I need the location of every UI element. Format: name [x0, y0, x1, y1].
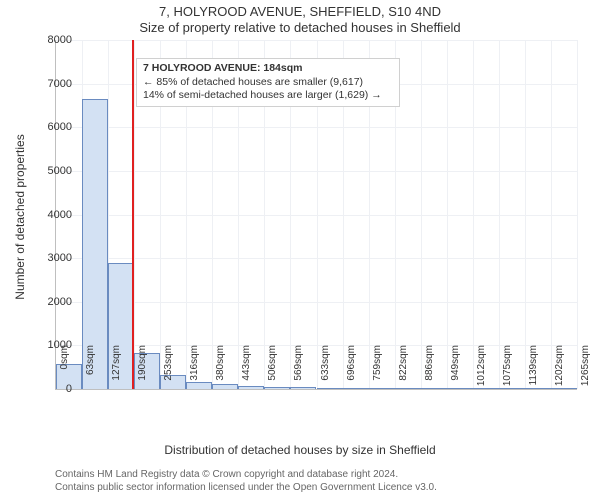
x-tick-label: 1012sqm: [476, 345, 487, 395]
x-tick-label: 1202sqm: [554, 345, 565, 395]
y-tick-label: 8000: [32, 34, 72, 46]
y-tick-label: 6000: [32, 121, 72, 133]
x-tick-label: 633sqm: [320, 345, 331, 395]
x-axis-label: Distribution of detached houses by size …: [0, 443, 600, 457]
y-tick-label: 4000: [32, 209, 72, 221]
x-tick-label: 759sqm: [372, 345, 383, 395]
x-tick-label: 127sqm: [111, 345, 122, 395]
annotation-line: 14% of semi-detached houses are larger (…: [143, 89, 393, 103]
x-tick-label: 506sqm: [267, 345, 278, 395]
gridline-vertical: [421, 40, 422, 389]
x-tick-label: 253sqm: [163, 345, 174, 395]
y-tick-label: 7000: [32, 78, 72, 90]
y-tick-label: 2000: [32, 296, 72, 308]
gridline-vertical: [473, 40, 474, 389]
x-tick-label: 443sqm: [241, 345, 252, 395]
gridline-vertical: [134, 40, 135, 389]
annotation-line: ← 85% of detached houses are smaller (9,…: [143, 76, 393, 90]
annotation-line: 7 HOLYROOD AVENUE: 184sqm: [143, 62, 393, 76]
y-tick-label: 3000: [32, 252, 72, 264]
x-tick-label: 0sqm: [59, 345, 70, 395]
x-tick-label: 1139sqm: [528, 345, 539, 395]
chart-container: 7, HOLYROOD AVENUE, SHEFFIELD, S10 4ND S…: [0, 0, 600, 500]
footer-attribution: Contains HM Land Registry data © Crown c…: [55, 469, 437, 494]
y-tick-label: 5000: [32, 165, 72, 177]
gridline-vertical: [499, 40, 500, 389]
footer-line-2: Contains public sector information licen…: [55, 482, 437, 495]
chart-title-main: 7, HOLYROOD AVENUE, SHEFFIELD, S10 4ND: [0, 4, 600, 19]
plot-area: 7 HOLYROOD AVENUE: 184sqm← 85% of detach…: [55, 40, 577, 390]
annotation-box: 7 HOLYROOD AVENUE: 184sqm← 85% of detach…: [136, 58, 400, 107]
x-tick-label: 696sqm: [346, 345, 357, 395]
gridline-vertical: [525, 40, 526, 389]
x-tick-label: 949sqm: [450, 345, 461, 395]
gridline-vertical: [447, 40, 448, 389]
x-tick-label: 569sqm: [293, 345, 304, 395]
x-tick-label: 822sqm: [398, 345, 409, 395]
gridline-vertical: [551, 40, 552, 389]
x-tick-label: 1075sqm: [502, 345, 513, 395]
subject-marker-line: [132, 40, 134, 389]
x-tick-label: 63sqm: [85, 345, 96, 395]
footer-line-1: Contains HM Land Registry data © Crown c…: [55, 469, 437, 482]
chart-title-sub: Size of property relative to detached ho…: [0, 20, 600, 35]
y-axis-label: Number of detached properties: [13, 57, 27, 377]
x-tick-label: 886sqm: [424, 345, 435, 395]
x-tick-label: 190sqm: [137, 345, 148, 395]
gridline-vertical: [577, 40, 578, 389]
x-tick-label: 316sqm: [189, 345, 200, 395]
x-tick-label: 380sqm: [215, 345, 226, 395]
x-tick-label: 1265sqm: [580, 345, 591, 395]
